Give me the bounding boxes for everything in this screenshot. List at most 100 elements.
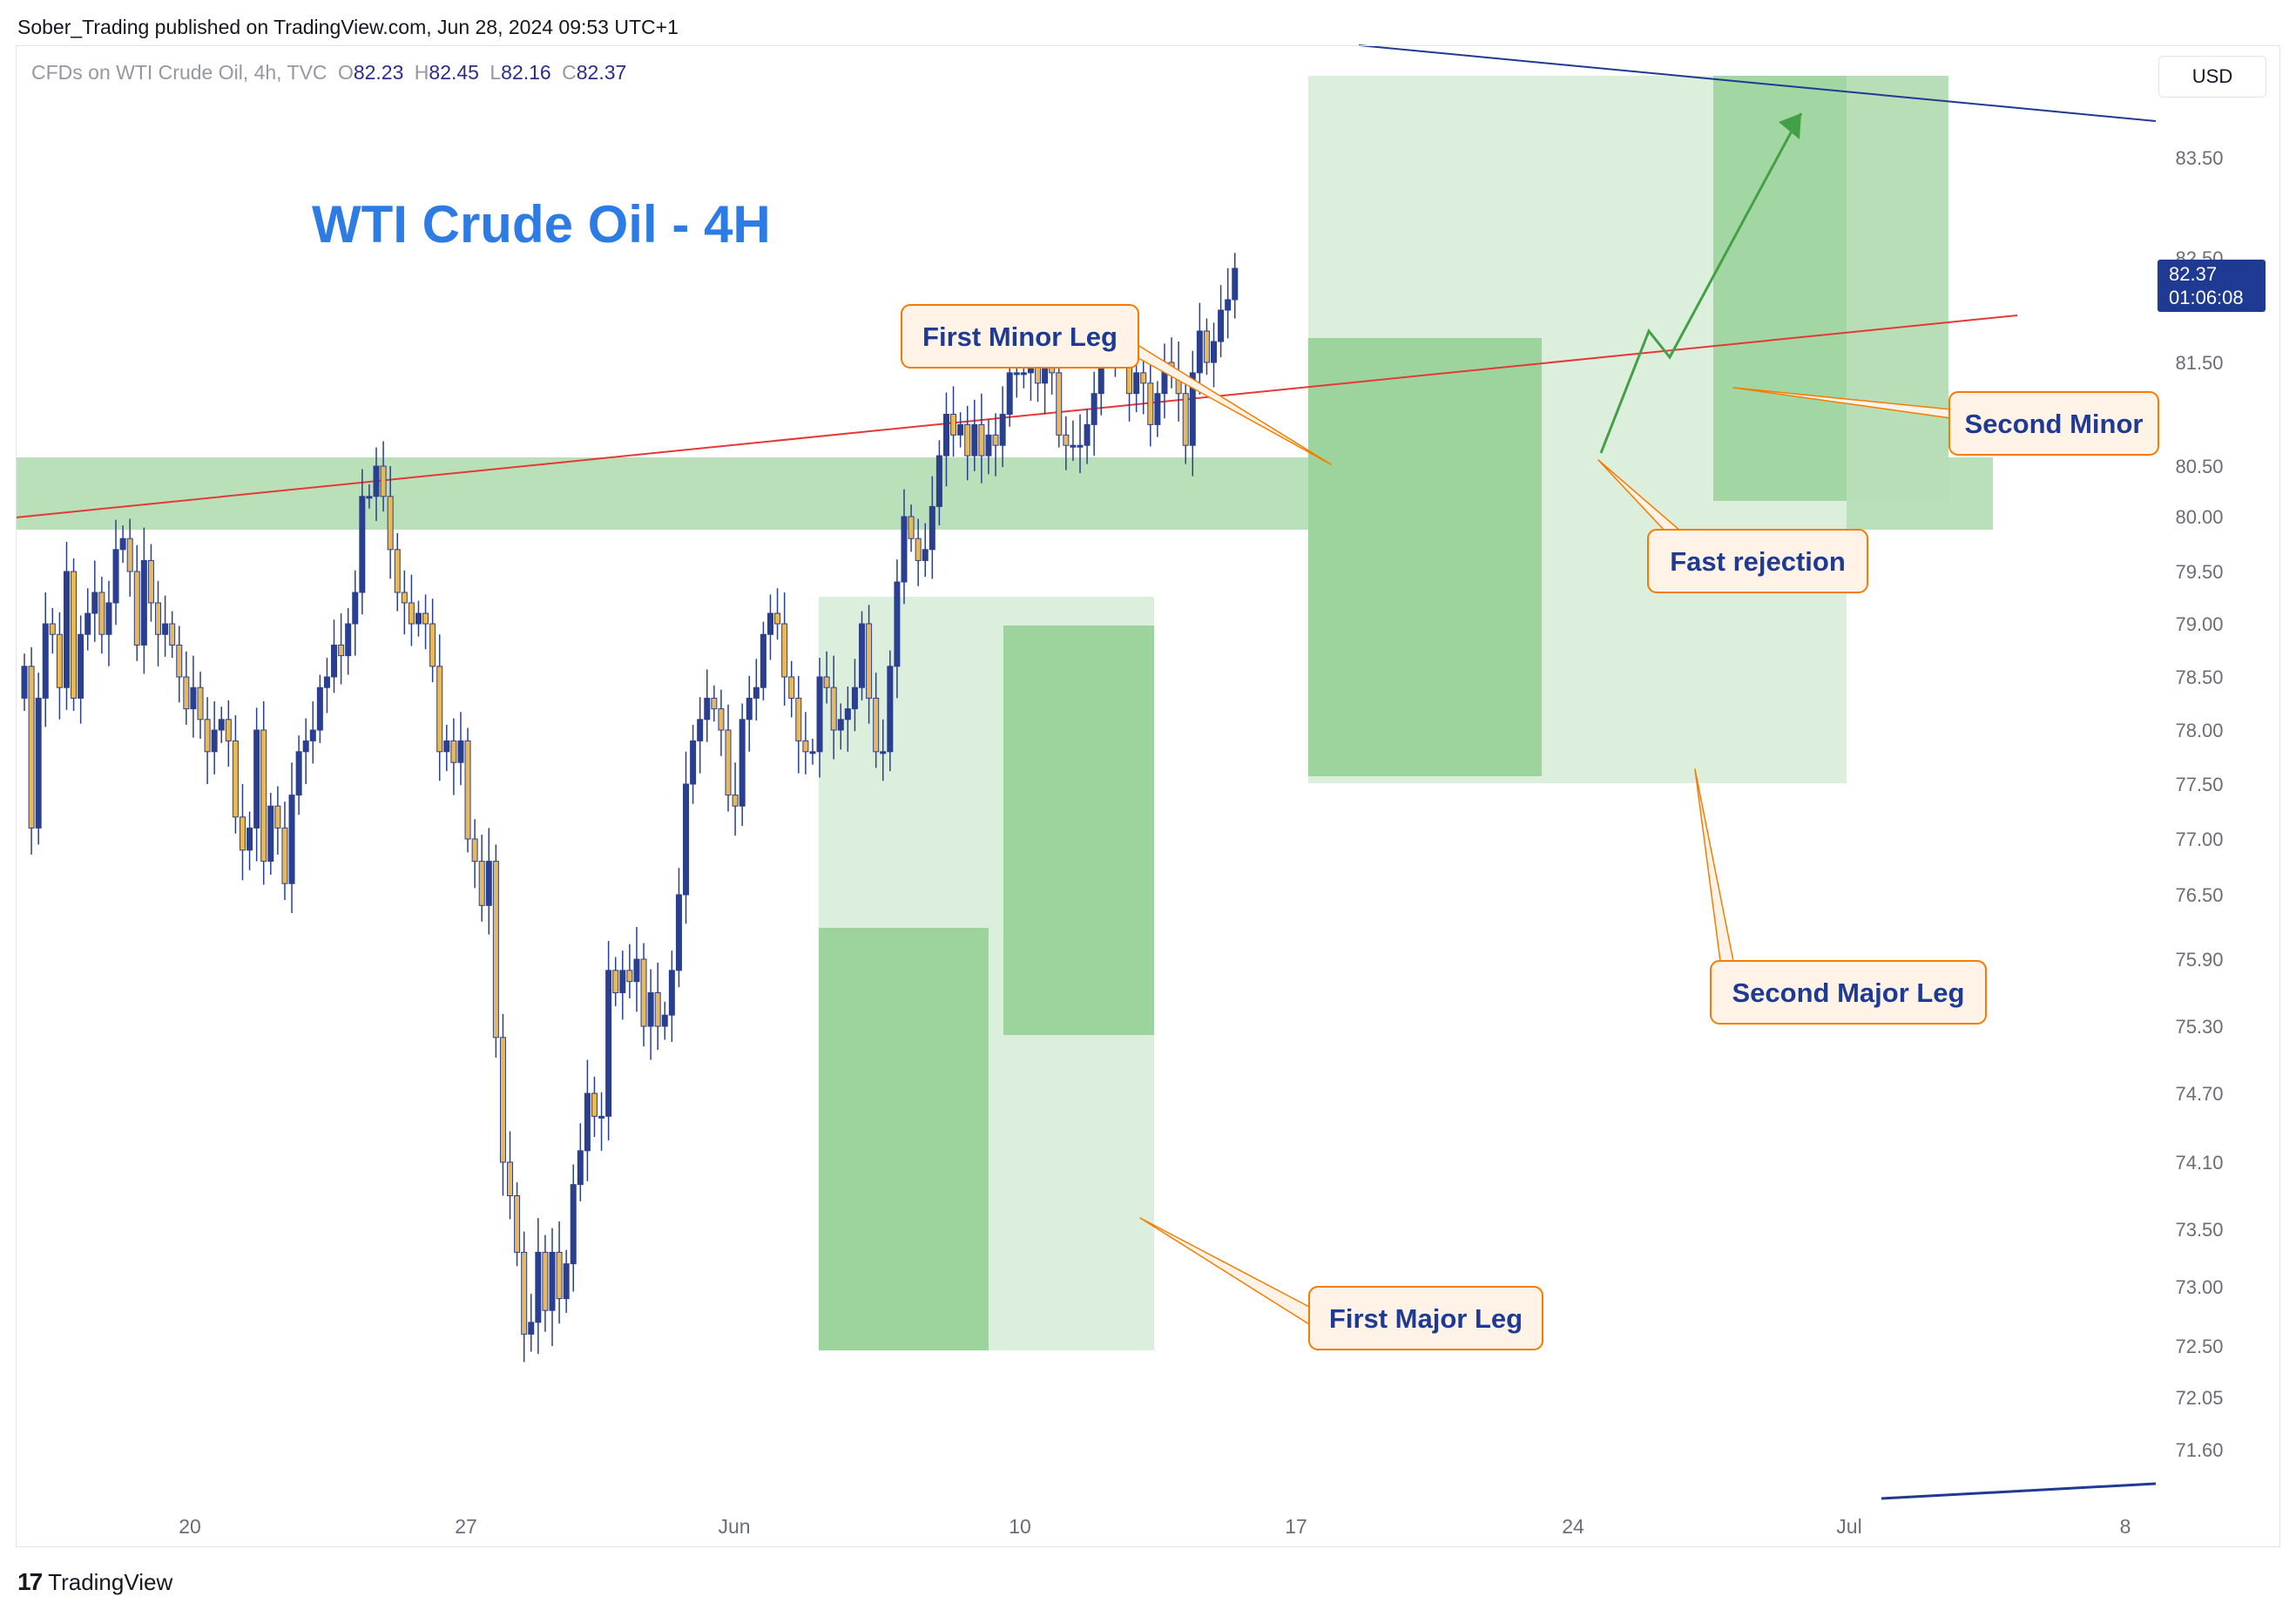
callout-first-minor-leg-label: First Minor Leg [922,321,1118,352]
candle-body [450,740,457,763]
candle [464,727,471,853]
candle-body [345,623,352,657]
candle [28,646,35,855]
y-tick-label: 79.00 [2175,613,2223,635]
candle-body [359,496,366,593]
candle [605,941,612,1140]
trendline-blue-lower [1881,1482,2157,1500]
candle [366,484,373,509]
callout-fast-rejection: Fast rejection [1597,459,1868,593]
candle [274,786,281,855]
candle [443,724,450,772]
candle-body [415,612,422,625]
candle-body [633,958,640,983]
candle [563,1249,570,1313]
candle-body [873,697,880,753]
currency-button[interactable]: USD [2158,56,2266,98]
candle [922,523,929,577]
candle-body [218,719,225,731]
candle [901,489,908,605]
candle-body [619,970,626,994]
x-tick-label: 20 [179,1515,201,1538]
candle [218,707,225,743]
candle-body [514,1195,521,1253]
tradingview-logo[interactable]: 17 TradingView [17,1565,172,1600]
candle [176,626,183,703]
candle-body [253,729,260,829]
candle-body [922,549,929,561]
candle-body [668,970,675,1016]
candle [935,440,942,526]
candle-body [570,1184,577,1265]
candle-body [443,740,450,753]
candle-body [1077,444,1084,448]
candle [887,650,894,772]
candle-body [704,697,711,720]
x-tick-label: 8 [2120,1515,2131,1538]
candle [668,950,675,1042]
candle [570,1164,577,1292]
x-tick-label: Jun [718,1515,750,1538]
candle [352,570,359,656]
candle [1077,414,1084,474]
candle [894,559,901,699]
price-axis: 83.5082.5081.5080.5080.0079.5079.0078.50… [2175,147,2223,1461]
candle-body [605,970,612,1117]
candle-body [781,623,788,678]
candle [999,386,1006,468]
candle [71,558,78,712]
candle-body [499,1037,506,1163]
candle-body [1218,309,1225,342]
candle-body [78,633,84,699]
candle [507,1131,514,1220]
candle-body [711,697,718,710]
candle [633,927,640,1012]
candle-body [169,623,176,646]
candle-body [1091,393,1097,425]
y-tick-label: 77.00 [2175,829,2223,850]
candle [971,399,978,471]
candle-body [507,1161,514,1196]
candle [1218,285,1225,357]
candle-body [485,861,492,906]
candle-body [133,571,140,646]
callout-second-major-leg-box [1710,960,1987,1025]
candle-body [126,538,133,572]
candle-body [739,719,746,807]
candle [718,689,725,756]
close-label: C [562,61,577,84]
candle-body [422,612,429,625]
candle-body [1006,372,1013,415]
candle-body [176,644,183,678]
candle [985,419,992,475]
candle-body [894,581,901,667]
candle-body [1182,393,1189,446]
candle [331,619,338,693]
candle [471,819,478,889]
open-value: 82.23 [353,61,404,84]
candle [788,660,795,718]
candle [661,1001,668,1040]
candle [577,1123,584,1201]
price-tag-countdown: 01:06:08 [2169,287,2244,308]
candle-body [760,633,766,688]
candle [126,518,133,597]
tradingview-logo-icon: 17 [17,1568,43,1595]
candle [49,608,56,654]
candle-body [830,687,837,731]
y-tick-label: 83.50 [2175,147,2223,169]
candle [211,701,218,775]
candle [485,828,492,935]
candle [295,735,302,815]
candle-body [901,516,908,583]
candle-body [56,633,63,688]
candle [739,703,746,826]
first-major-leg-zone-b [1003,626,1154,1035]
candle-body [1196,330,1203,374]
candle [697,697,704,774]
candle-body [91,592,98,614]
candle [823,651,830,704]
candle [795,675,802,774]
candle [816,658,823,778]
candle [133,545,140,661]
